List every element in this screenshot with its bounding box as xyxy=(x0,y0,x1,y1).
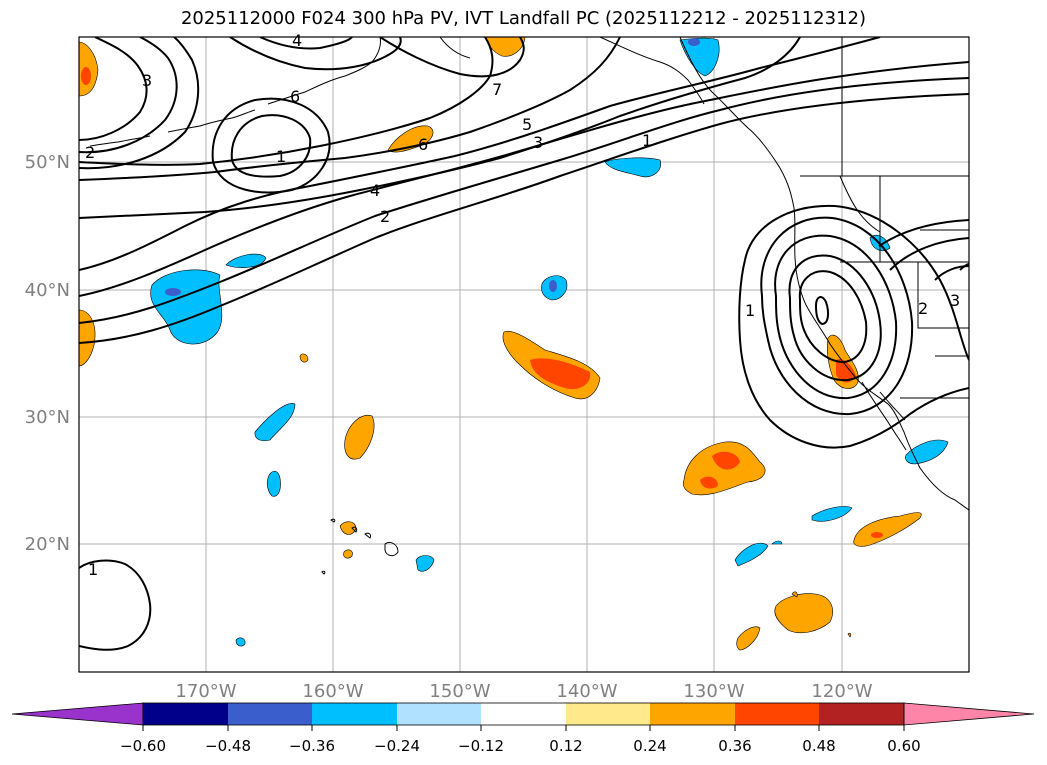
colorbar-tick-label: −0.12 xyxy=(458,737,504,755)
contour-label: 4 xyxy=(292,31,302,50)
longitude-labels: 170°W 160°W 150°W 140°W 130°W 120°W xyxy=(175,681,872,702)
lon-label-130w: 130°W xyxy=(683,681,744,702)
colorbar-extend-low xyxy=(11,702,144,726)
contour-label: 7 xyxy=(492,80,502,99)
colorbar-segment xyxy=(312,703,397,725)
colorbar-segment xyxy=(228,703,312,725)
contour-label: 2 xyxy=(85,143,95,162)
colorbar-segment xyxy=(397,703,481,725)
map-frame xyxy=(78,36,970,673)
colorbar-tick-label: −0.48 xyxy=(205,737,251,755)
lat-label-20n: 20°N xyxy=(25,534,70,555)
colorbar-tick-label: 0.48 xyxy=(802,737,835,755)
contour-label: 3 xyxy=(950,291,960,310)
lat-label-30n: 30°N xyxy=(25,407,70,428)
contour-label: 6 xyxy=(418,135,428,154)
colorbar-segment xyxy=(819,703,904,725)
negative-anomaly-fills xyxy=(150,37,949,647)
colorbar-extend-high xyxy=(903,702,1035,726)
contour-label: 2 xyxy=(380,207,390,226)
contour-label: 3 xyxy=(142,71,152,90)
colorbar-tick-label: −0.36 xyxy=(289,737,335,755)
contour-label: 4 xyxy=(370,181,380,200)
map-title: 2025112000 F024 300 hPa PV, IVT Landfall… xyxy=(180,8,867,29)
colorbar: −0.60 −0.48 −0.36 −0.24 −0.12 0.12 0.24 … xyxy=(11,702,1035,755)
colorbar-segment xyxy=(481,703,566,725)
contour-label: 2 xyxy=(918,299,928,318)
contour-label: 1 xyxy=(745,301,755,320)
lon-label-120w: 120°W xyxy=(811,681,872,702)
colorbar-tick-label: 0.36 xyxy=(718,737,751,755)
contour-label: 3 xyxy=(533,133,543,152)
colorbar-tick-label: −0.24 xyxy=(374,737,420,755)
colorbar-segment xyxy=(566,703,650,725)
colorbar-segment xyxy=(143,703,228,725)
contour-label: 1 xyxy=(642,131,652,150)
latitude-labels: 50°N 40°N 30°N 20°N xyxy=(25,152,70,555)
colorbar-tick-label: −0.60 xyxy=(120,737,166,755)
pv-contours xyxy=(79,37,969,651)
contour-labels: 1 2 3 4 5 6 7 1 2 3 4 6 1 2 3 1 xyxy=(85,31,960,579)
contour-label: 1 xyxy=(88,560,98,579)
lon-label-140w: 140°W xyxy=(556,681,617,702)
colorbar-tick-label: 0.12 xyxy=(549,737,582,755)
coastlines xyxy=(89,37,969,575)
contour-label: 6 xyxy=(290,87,300,106)
colorbar-tick-label: 0.24 xyxy=(633,737,666,755)
contour-label: 1 xyxy=(276,147,286,166)
colorbar-segment xyxy=(650,703,735,725)
colorbar-segment xyxy=(735,703,819,725)
positive-anomaly-fills xyxy=(79,37,922,651)
colorbar-tick-label: 0.60 xyxy=(887,737,920,755)
lat-label-40n: 40°N xyxy=(25,280,70,301)
lon-label-150w: 150°W xyxy=(429,681,490,702)
lon-label-160w: 160°W xyxy=(302,681,363,702)
lat-label-50n: 50°N xyxy=(25,152,70,173)
contour-label: 5 xyxy=(522,115,532,134)
lon-label-170w: 170°W xyxy=(175,681,236,702)
